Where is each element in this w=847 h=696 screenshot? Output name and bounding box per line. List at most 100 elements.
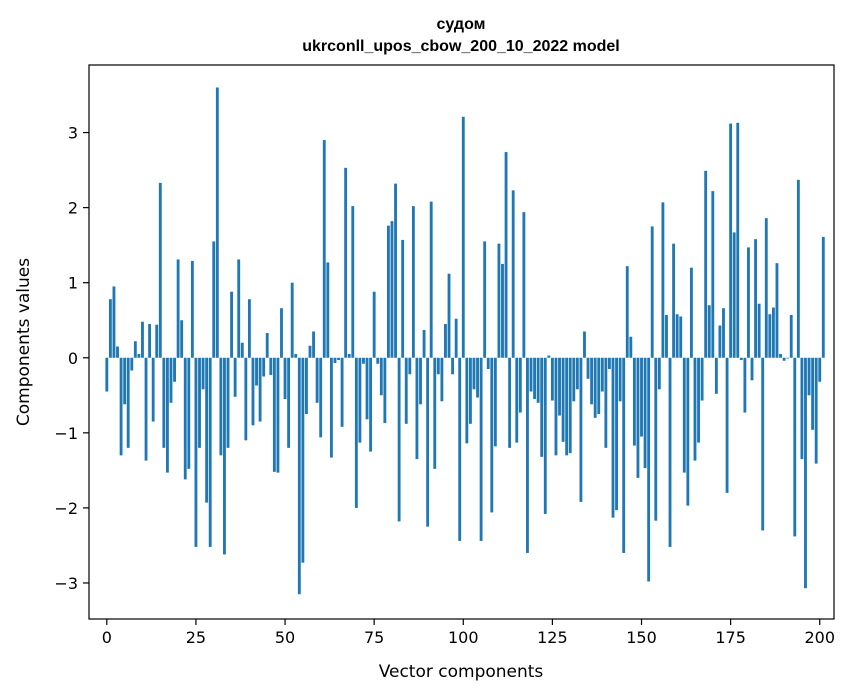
bar-component-25 xyxy=(194,357,198,547)
bar-component-8 xyxy=(133,341,137,358)
bar-component-176 xyxy=(732,232,736,358)
bar-component-160 xyxy=(675,314,679,358)
bar-component-125 xyxy=(550,357,554,401)
bar-component-110 xyxy=(497,243,501,358)
bar-component-151 xyxy=(643,357,647,469)
bar-component-53 xyxy=(294,354,298,358)
y-tick-label: −3 xyxy=(54,574,78,593)
bar-component-68 xyxy=(347,354,351,358)
y-tick-label: −2 xyxy=(54,499,78,518)
bar-component-87 xyxy=(415,357,419,460)
bar-component-128 xyxy=(561,357,565,442)
bar-component-13 xyxy=(151,357,155,422)
bar-component-44 xyxy=(262,357,266,377)
bar-component-41 xyxy=(251,357,255,426)
bar-component-111 xyxy=(501,263,504,358)
bar-component-84 xyxy=(404,357,408,424)
bar-component-91 xyxy=(429,201,433,358)
chart-title-line2: ukrconll_upos_cbow_200_10_2022 model xyxy=(302,38,619,55)
bar-component-57 xyxy=(308,345,312,358)
bar-component-177 xyxy=(736,122,740,358)
bar-component-141 xyxy=(608,357,611,370)
bar-component-191 xyxy=(786,357,790,359)
bar-component-108 xyxy=(490,357,494,513)
y-tick-label: −1 xyxy=(54,424,78,443)
bar-component-131 xyxy=(572,357,576,402)
bar-component-166 xyxy=(697,357,700,443)
bar-component-32 xyxy=(219,357,223,456)
bar-component-23 xyxy=(187,357,191,469)
bar-component-185 xyxy=(764,218,768,358)
bar-component-46 xyxy=(269,357,273,376)
bar-component-117 xyxy=(522,212,526,358)
bar-component-184 xyxy=(761,357,765,531)
bar-component-104 xyxy=(476,357,479,398)
bar-component-18 xyxy=(169,357,173,403)
bar-component-136 xyxy=(590,357,594,405)
bar-component-79 xyxy=(387,225,390,358)
bar-component-78 xyxy=(383,357,387,424)
bar-component-130 xyxy=(568,357,572,454)
bar-component-155 xyxy=(657,357,661,390)
bar-component-77 xyxy=(379,357,383,396)
bar-component-195 xyxy=(800,357,804,460)
bar-component-73 xyxy=(365,357,369,420)
bar-component-81 xyxy=(394,183,397,358)
bar-component-134 xyxy=(583,331,586,358)
bar-component-172 xyxy=(718,325,722,358)
bar-component-89 xyxy=(422,329,426,358)
bar-component-4 xyxy=(119,357,123,456)
bar-component-62 xyxy=(326,262,330,358)
bar-component-38 xyxy=(240,342,244,358)
bar-component-116 xyxy=(518,357,522,413)
bar-component-11 xyxy=(144,357,148,461)
bar-component-22 xyxy=(183,357,187,480)
bar-component-158 xyxy=(668,357,672,547)
bar-component-144 xyxy=(618,357,622,402)
bar-component-61 xyxy=(322,140,326,358)
bar-component-164 xyxy=(689,267,693,358)
bar-component-33 xyxy=(223,357,226,555)
bar-component-10 xyxy=(141,321,144,358)
bar-component-52 xyxy=(290,282,294,358)
bar-component-127 xyxy=(558,357,561,416)
bar-component-161 xyxy=(679,316,683,358)
x-tick-label: 0 xyxy=(102,628,112,647)
bar-component-69 xyxy=(351,206,355,358)
bar-component-153 xyxy=(650,226,654,358)
bar-component-54 xyxy=(297,357,301,595)
bar-component-179 xyxy=(743,357,747,413)
bar-component-7 xyxy=(130,357,134,371)
bar-component-105 xyxy=(479,357,483,541)
bar-component-92 xyxy=(433,357,437,469)
bar-component-19 xyxy=(173,357,176,382)
bar-component-101 xyxy=(465,357,469,444)
bar-component-27 xyxy=(201,357,205,390)
bar-component-189 xyxy=(779,354,782,358)
bar-component-157 xyxy=(665,314,668,358)
bar-component-70 xyxy=(354,357,358,508)
plot-frame xyxy=(88,64,835,620)
bar-component-5 xyxy=(123,357,127,405)
bar-component-103 xyxy=(472,357,476,390)
bar-component-100 xyxy=(461,116,465,358)
bar-component-154 xyxy=(654,357,658,521)
bar-component-99 xyxy=(458,357,462,541)
bar-component-80 xyxy=(390,221,394,358)
x-tick-label: 125 xyxy=(537,628,568,647)
bar-component-82 xyxy=(397,357,401,522)
bar-component-167 xyxy=(700,357,704,401)
bar-component-47 xyxy=(272,357,276,472)
bar-component-124 xyxy=(547,355,551,358)
bar-component-120 xyxy=(533,357,536,400)
y-axis-label: Components values xyxy=(14,258,34,426)
bar-component-64 xyxy=(333,357,337,364)
bar-component-59 xyxy=(315,357,319,403)
bar-component-28 xyxy=(205,357,209,503)
bar-component-181 xyxy=(750,357,754,381)
bar-component-39 xyxy=(244,357,248,441)
bar-component-107 xyxy=(486,357,490,370)
bar-component-201 xyxy=(821,236,825,358)
bar-component-29 xyxy=(208,357,212,547)
